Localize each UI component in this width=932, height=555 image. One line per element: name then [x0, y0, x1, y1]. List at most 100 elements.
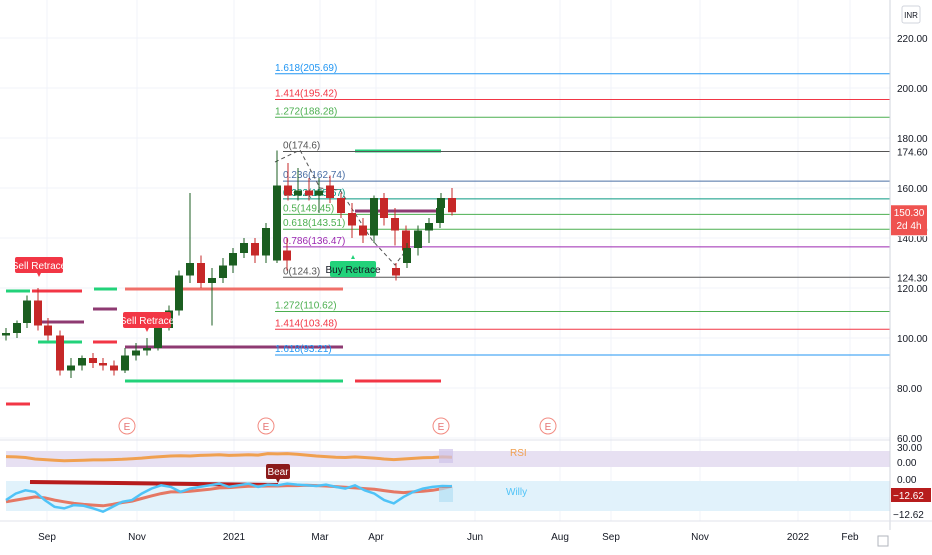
- countdown-label: 2d 4h: [896, 221, 921, 232]
- candle-body: [154, 328, 162, 348]
- earnings-circle: [432, 417, 450, 435]
- candle[interactable]: [284, 163, 292, 201]
- candle[interactable]: [23, 295, 31, 329]
- candle-body: [284, 185, 292, 196]
- candle-body: [67, 365, 75, 371]
- candle[interactable]: [78, 355, 86, 371]
- candle[interactable]: [305, 178, 313, 201]
- candle-body: [380, 198, 388, 218]
- earnings-marker[interactable]: E: [118, 417, 136, 435]
- earnings-label: E: [438, 422, 445, 433]
- fib-level-label: 1.272(188.28): [275, 106, 337, 117]
- price-axis[interactable]: 220.00 200.00 180.00 160.00 140.00 120.00 100.…: [889, 0, 932, 530]
- candle-body: [143, 348, 151, 351]
- time-axis[interactable]: Sep Nov 2021 Mar Apr Jun Aug Sep Nov 2022 Feb: [0, 520, 932, 547]
- price-tag-label: 124.30: [897, 273, 928, 284]
- willy-pane[interactable]: Willy Bear: [5, 464, 890, 514]
- buy-retrace-signal[interactable]: Buy Retrace: [325, 255, 381, 277]
- candle[interactable]: [143, 338, 151, 356]
- candle[interactable]: [403, 243, 411, 268]
- candle[interactable]: [208, 268, 216, 326]
- price-tick-label: 220.00: [897, 34, 928, 45]
- candle-body: [229, 253, 237, 266]
- time-label: 2022: [787, 532, 810, 543]
- candle-body: [403, 248, 411, 263]
- candle-body: [273, 185, 281, 261]
- candle[interactable]: [121, 348, 129, 373]
- candle[interactable]: [175, 270, 183, 316]
- candlestick-series[interactable]: [2, 150, 456, 379]
- candle-body: [437, 198, 445, 208]
- time-label: Nov: [691, 532, 709, 543]
- candle-body: [283, 250, 291, 261]
- fib-level-label: 1.414(195.42): [275, 88, 337, 99]
- sell-retrace-signal[interactable]: Sell Retrace: [12, 257, 67, 277]
- candle[interactable]: [240, 238, 248, 258]
- candle[interactable]: [13, 320, 21, 339]
- last-price-label: 150.30: [894, 208, 925, 219]
- candle[interactable]: [219, 258, 227, 283]
- candle-body: [448, 198, 456, 213]
- candle[interactable]: [197, 255, 205, 289]
- fib-level-label: 1.618(205.69): [275, 63, 337, 74]
- candle[interactable]: [448, 188, 456, 216]
- candle[interactable]: [56, 330, 64, 376]
- candle-body: [13, 323, 21, 333]
- rsi-pane[interactable]: RSI: [0, 439, 890, 467]
- earnings-marker[interactable]: E: [257, 417, 275, 435]
- candle[interactable]: [132, 343, 140, 361]
- candle[interactable]: [315, 178, 323, 213]
- candle[interactable]: [380, 193, 388, 226]
- willy-label: Willy: [506, 487, 527, 498]
- candle[interactable]: [34, 288, 42, 331]
- candle[interactable]: [414, 225, 422, 256]
- candle[interactable]: [437, 193, 445, 221]
- candle-body: [89, 358, 97, 363]
- candle[interactable]: [262, 223, 270, 263]
- candle[interactable]: [251, 238, 259, 263]
- price-tag-box: [891, 144, 929, 159]
- candle[interactable]: [283, 238, 291, 271]
- earnings-circle: [118, 417, 136, 435]
- candle[interactable]: [436, 205, 444, 229]
- earnings-marker[interactable]: E: [539, 417, 557, 435]
- candle[interactable]: [326, 175, 334, 204]
- fib-level-label: 0.236(162.74): [283, 170, 345, 181]
- candle-body: [132, 350, 140, 356]
- candle[interactable]: [370, 195, 378, 244]
- earnings-marker[interactable]: E: [432, 417, 450, 435]
- candle[interactable]: [294, 168, 302, 201]
- candle[interactable]: [2, 328, 10, 341]
- earnings-circle: [539, 417, 557, 435]
- time-label: Apr: [368, 532, 384, 543]
- currency-badge[interactable]: INR: [901, 5, 921, 24]
- bear-tag[interactable]: Bear: [266, 464, 290, 483]
- svg-text:INR: INR: [904, 11, 918, 20]
- candle[interactable]: [392, 263, 400, 281]
- candle[interactable]: [186, 193, 194, 283]
- fib-level-label: 0.382(155.67): [283, 188, 345, 199]
- candle[interactable]: [273, 150, 281, 264]
- candle[interactable]: [348, 203, 356, 238]
- candle[interactable]: [110, 360, 118, 376]
- candle[interactable]: [337, 193, 345, 218]
- candle-body: [251, 243, 259, 256]
- candle[interactable]: [99, 358, 107, 371]
- candle[interactable]: [44, 318, 52, 341]
- rsi-label: RSI: [510, 448, 527, 459]
- candle[interactable]: [359, 218, 367, 243]
- candle[interactable]: [425, 218, 433, 243]
- candle-body: [414, 230, 422, 248]
- sell-retrace-signal[interactable]: Sell Retrace: [120, 312, 175, 332]
- candle-body: [219, 265, 227, 278]
- sell-retrace-label: Sell Retrace: [120, 316, 175, 327]
- fib-level-label: 0(124.3): [283, 266, 320, 277]
- candle[interactable]: [229, 248, 237, 273]
- candle[interactable]: [89, 353, 97, 368]
- candle[interactable]: [391, 208, 399, 246]
- candle-body: [402, 230, 410, 251]
- candle[interactable]: [67, 358, 75, 378]
